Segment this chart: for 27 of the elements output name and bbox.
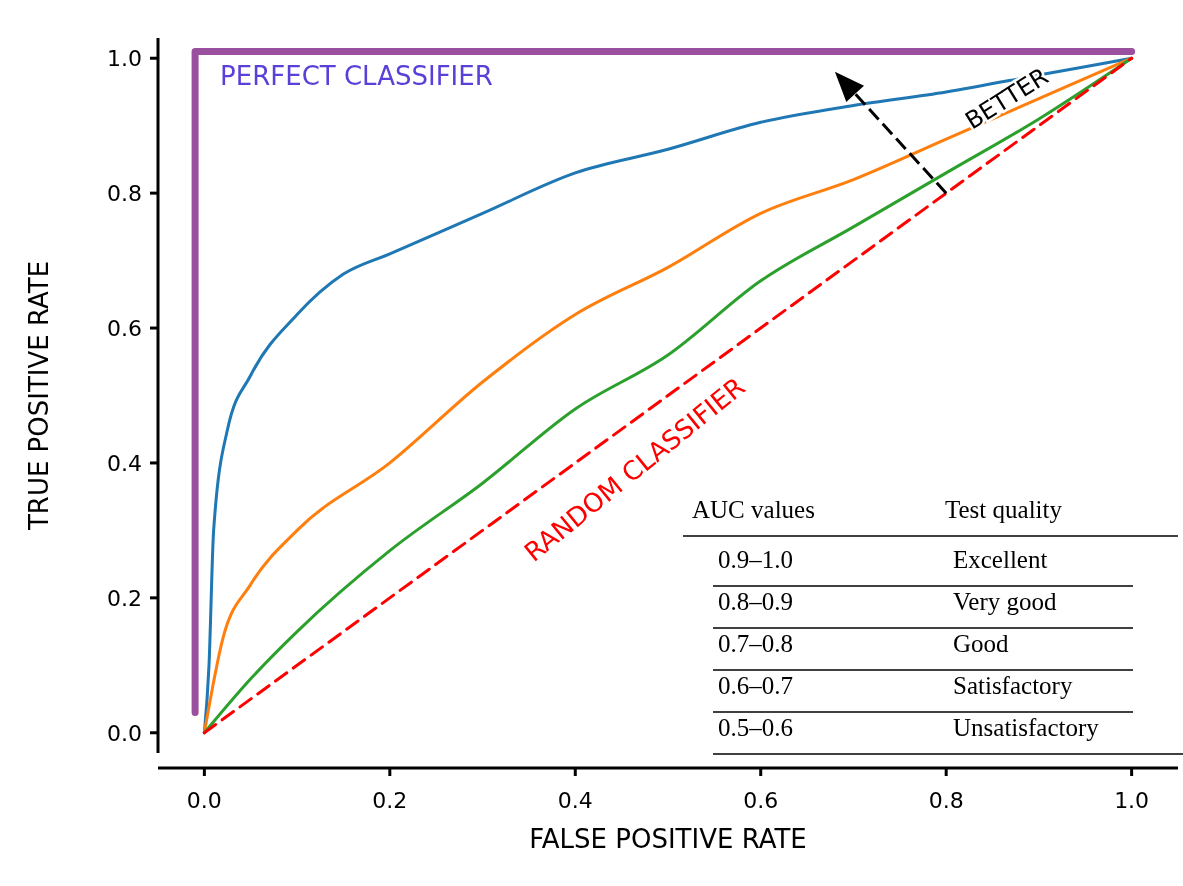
annotation: Very good bbox=[953, 588, 1057, 615]
y-tick-label: 0.2 bbox=[107, 585, 142, 611]
x-axis-title: FALSE POSITIVE RATE bbox=[529, 824, 807, 854]
annotation: 0.9–1.0 bbox=[718, 546, 793, 573]
annotation: Unsatisfactory bbox=[953, 714, 1100, 741]
annotation: 0.5–0.6 bbox=[718, 714, 793, 741]
y-tick-label: 0.4 bbox=[107, 450, 142, 476]
annotation: Satisfactory bbox=[953, 672, 1073, 699]
annotation: Test quality bbox=[945, 496, 1063, 523]
annotation: Excellent bbox=[953, 546, 1048, 573]
x-tick-label: 0.4 bbox=[557, 788, 593, 813]
annotation: 0.7–0.8 bbox=[718, 630, 793, 657]
x-tick-label: 1.0 bbox=[1114, 788, 1150, 813]
annotation: 0.6–0.7 bbox=[718, 672, 793, 699]
y-tick-label: 0.0 bbox=[107, 720, 142, 746]
x-tick-label: 0.2 bbox=[372, 788, 408, 813]
x-tick-label: 0.0 bbox=[186, 788, 222, 813]
series-label: PERFECT CLASSIFIER bbox=[220, 61, 493, 92]
annotation: 0.8–0.9 bbox=[718, 588, 793, 615]
annotation: AUC values bbox=[692, 496, 815, 523]
y-tick-label: 1.0 bbox=[107, 46, 142, 72]
y-tick-label: 0.6 bbox=[107, 316, 142, 342]
y-axis-title: TRUE POSITIVE RATE bbox=[24, 260, 54, 532]
y-tick-label: 0.8 bbox=[107, 181, 142, 207]
x-tick-label: 0.8 bbox=[928, 788, 964, 813]
x-tick-label: 0.6 bbox=[743, 788, 779, 813]
annotation: Good bbox=[953, 630, 1010, 657]
